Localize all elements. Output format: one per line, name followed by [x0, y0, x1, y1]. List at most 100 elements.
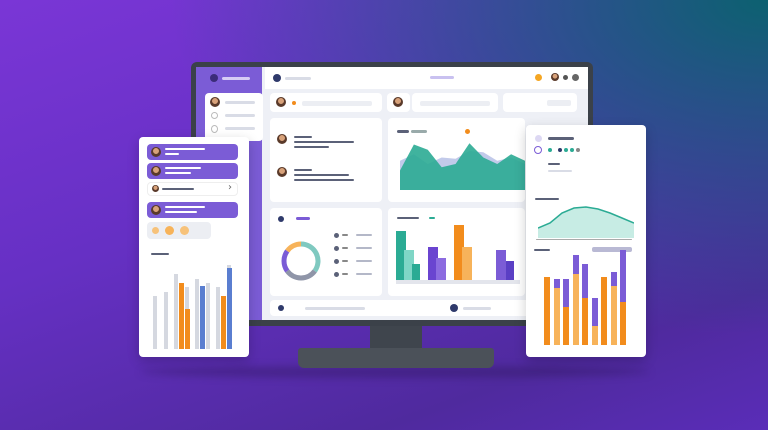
legend-value — [356, 234, 372, 236]
area-chart-card — [388, 118, 525, 202]
bar — [153, 296, 157, 349]
bar — [184, 309, 190, 349]
notification-icon[interactable] — [535, 74, 542, 81]
profile-avatar[interactable] — [551, 73, 559, 81]
floor-shadow — [140, 366, 650, 378]
area-series — [400, 143, 525, 190]
bar — [436, 258, 446, 280]
bar — [601, 276, 607, 345]
clock-icon[interactable] — [534, 146, 542, 154]
bar — [195, 278, 199, 349]
bar — [553, 278, 560, 288]
bar — [572, 273, 579, 345]
legend-marker — [334, 272, 339, 277]
bar — [572, 254, 579, 274]
line-chart — [538, 206, 634, 238]
breadcrumb[interactable] — [285, 77, 311, 80]
line-area — [538, 207, 634, 238]
contact-item[interactable]: › — [147, 182, 238, 196]
chart-icon — [278, 216, 284, 222]
headset-icon — [211, 112, 218, 119]
bar — [200, 285, 205, 349]
line-series — [538, 206, 634, 229]
donut-card — [270, 208, 382, 296]
home-icon[interactable] — [273, 74, 281, 82]
donut-slice — [285, 241, 302, 253]
top-bar — [265, 67, 588, 89]
left-mobile-panel: › — [139, 137, 249, 357]
bar — [412, 263, 420, 280]
bar — [221, 296, 226, 349]
nav-pill[interactable] — [430, 76, 454, 79]
user-avatar[interactable] — [210, 97, 220, 107]
bar-chart — [153, 259, 239, 349]
info-card — [412, 93, 498, 112]
message-avatar — [277, 134, 287, 144]
donut-chart — [281, 241, 321, 281]
bar — [591, 297, 598, 326]
legend-value — [356, 273, 372, 275]
bar — [404, 249, 414, 280]
bottom-bar — [270, 300, 588, 316]
monitor-stand-base — [298, 348, 494, 368]
donut-slice — [281, 249, 290, 273]
sidebar-item[interactable] — [225, 101, 255, 104]
sidebar-header[interactable] — [196, 67, 262, 90]
logo-icon — [210, 74, 218, 82]
legend-marker — [334, 259, 339, 264]
legend-label — [342, 234, 348, 236]
message-avatar — [277, 167, 287, 177]
bell-icon[interactable] — [563, 75, 568, 80]
bar — [582, 264, 588, 298]
bar — [205, 283, 210, 349]
bar — [591, 326, 598, 345]
reaction-bar — [147, 222, 211, 239]
bar — [563, 307, 569, 345]
area-chart — [400, 143, 525, 190]
action-card[interactable] — [503, 93, 577, 112]
donut-slice — [285, 269, 317, 281]
settings-icon[interactable] — [572, 74, 579, 81]
contact-item[interactable] — [147, 144, 238, 160]
bar — [428, 247, 438, 280]
legend-label — [342, 273, 348, 275]
legend-value — [356, 260, 372, 262]
messages-card — [270, 118, 382, 202]
bar — [226, 268, 232, 349]
sidebar-menu — [205, 93, 263, 141]
bar — [553, 288, 560, 345]
legend-marker — [334, 246, 339, 251]
right-analytics-panel — [526, 125, 646, 357]
donut-slice — [300, 241, 321, 273]
sidebar-item[interactable] — [225, 114, 255, 117]
sidebar-item[interactable] — [225, 127, 255, 130]
legend-value — [356, 247, 372, 249]
bar — [396, 230, 406, 280]
bar — [610, 271, 617, 287]
filter-toggle[interactable] — [592, 247, 632, 252]
chevron-right-icon[interactable]: › — [228, 182, 232, 193]
bar — [496, 249, 506, 280]
contact-item[interactable] — [147, 163, 238, 179]
shield-icon — [211, 125, 218, 133]
bar — [506, 260, 514, 280]
bar — [462, 247, 472, 280]
legend-label — [342, 260, 348, 262]
legend-marker — [334, 233, 339, 238]
bar-chart-card — [388, 208, 525, 296]
bar — [620, 302, 626, 345]
bar — [216, 287, 220, 349]
bar — [610, 286, 617, 345]
bar — [544, 276, 550, 345]
bar — [563, 278, 569, 307]
user-chip[interactable] — [387, 93, 410, 112]
legend-label — [342, 247, 348, 249]
bar — [179, 283, 184, 349]
search-input[interactable] — [302, 101, 372, 106]
bar — [174, 274, 178, 349]
bar — [582, 297, 588, 345]
bar — [620, 250, 626, 303]
contact-item[interactable] — [147, 202, 238, 218]
monitor-stand-neck — [370, 322, 422, 352]
bar-chart — [396, 224, 520, 280]
